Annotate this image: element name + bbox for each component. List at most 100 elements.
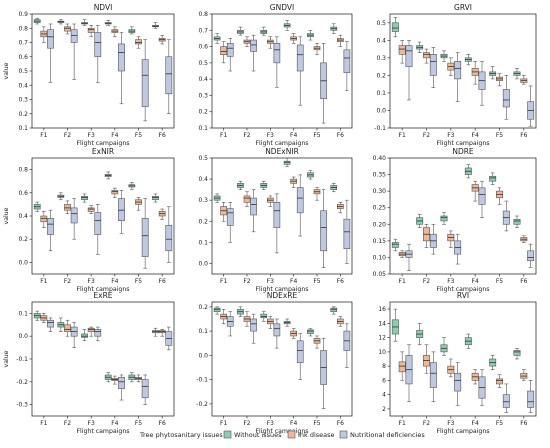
box-nutritional-f6 [343, 323, 351, 368]
box-without-f3 [260, 311, 268, 322]
x-axis-label: Flight campaigns [77, 286, 130, 293]
box-ink-f3 [87, 25, 95, 38]
box-iqr [165, 224, 173, 252]
box-nutritional-f5 [320, 338, 327, 410]
box-without-f4 [283, 318, 291, 327]
panel-frame [389, 13, 537, 129]
box-without-f3 [81, 329, 88, 342]
y-tick-label: 0.1 [198, 125, 208, 132]
box-without-f5 [489, 172, 497, 185]
panel-ndexnir: NDExNIR 0.0 0.1 0.2 0.3 0.4 0.5 F1 F2 F3 F4 F5 F6 Fli… [198, 147, 353, 293]
y-tick-label: 0.4 [376, 37, 386, 44]
x-tick-label: F4 [472, 278, 479, 285]
box-nutritional-f2 [70, 198, 78, 240]
panel-title: RVI [457, 291, 469, 300]
box-ink-f6 [158, 35, 166, 45]
box-iqr [429, 362, 437, 388]
x-tick-label: F6 [337, 278, 344, 285]
box-ink-f5 [496, 73, 503, 87]
box-iqr [502, 89, 510, 108]
box-iqr [165, 56, 173, 95]
box-nutritional-f5 [502, 200, 510, 232]
box-without-f4 [464, 164, 472, 179]
y-tick-label: 0.2 [18, 236, 28, 243]
box-nutritional-f5 [502, 383, 510, 413]
box-nutritional-f4 [478, 61, 486, 106]
legend-swatch [287, 430, 296, 439]
box-ink-f6 [158, 208, 166, 220]
x-tick-label: F2 [243, 132, 250, 139]
box-without-f5 [128, 26, 136, 35]
box-without-f2 [416, 323, 424, 346]
panel-frame [211, 301, 353, 417]
box-iqr [527, 250, 535, 262]
box-iqr [454, 61, 462, 80]
box-without-f2 [57, 19, 65, 25]
x-tick-label: F3 [447, 420, 454, 427]
box-ink-f3 [266, 316, 274, 329]
box-without-f5 [307, 328, 314, 337]
box-ink-f3 [447, 57, 455, 76]
x-tick-label: F2 [64, 278, 71, 285]
x-tick-label: F2 [423, 420, 430, 427]
box-iqr [81, 333, 88, 338]
box-ink-f1 [40, 211, 48, 228]
box-ink-f3 [266, 195, 274, 207]
y-tick-label: 0.8 [18, 167, 28, 174]
y-tick-label: 0.1 [198, 239, 208, 246]
box-iqr [141, 59, 149, 107]
box-nutritional-f5 [141, 374, 149, 405]
y-tick-label: 0.4 [18, 82, 28, 89]
box-iqr [220, 46, 227, 56]
box-nutritional-f3 [94, 204, 102, 255]
box-without-f1 [391, 17, 399, 38]
y-tick-label: -0.3 [16, 402, 28, 409]
box-without-f6 [513, 348, 521, 360]
box-nutritional-f1 [47, 209, 54, 252]
box-nutritional-f1 [226, 311, 234, 337]
box-without-f6 [152, 193, 159, 203]
box-without-f2 [237, 180, 244, 190]
box-nutritional-f3 [94, 25, 102, 83]
legend-item-nutritional: Nutritional deficiencies [339, 430, 425, 439]
box-without-f1 [391, 308, 399, 342]
x-tick-label: F6 [520, 132, 527, 139]
box-nutritional-f4 [296, 174, 304, 237]
y-axis-label: value [3, 207, 10, 224]
y-tick-label: 0.1 [376, 90, 386, 97]
box-ink-f4 [471, 61, 479, 85]
box-iqr [478, 187, 486, 205]
box-iqr [94, 212, 102, 235]
y-tick-label: 0.5 [18, 68, 28, 75]
y-tick-label: 0.05 [373, 271, 387, 278]
box-without-f2 [416, 41, 424, 53]
y-tick-label: 0.6 [198, 44, 208, 51]
box-ink-f5 [496, 374, 503, 388]
y-tick-label: 4 [382, 392, 386, 399]
box-iqr [502, 394, 510, 408]
box-ink-f2 [243, 311, 251, 327]
panel-frame [389, 301, 537, 417]
box-ink-f3 [87, 205, 95, 214]
box-without-f3 [260, 180, 268, 190]
box-ink-f5 [313, 335, 321, 349]
box-without-f1 [213, 33, 221, 44]
box-nutritional-f4 [118, 374, 125, 401]
y-tick-label: 0.5 [198, 155, 208, 162]
box-nutritional-f6 [165, 326, 173, 351]
box-nutritional-f4 [478, 180, 486, 218]
x-tick-label: F2 [423, 132, 430, 139]
box-ink-f2 [243, 191, 251, 207]
y-tick-label: 0.0 [376, 107, 386, 114]
y-tick-label: 0.7 [18, 40, 28, 47]
x-tick-label: F4 [290, 132, 297, 139]
x-tick-label: F5 [496, 132, 503, 139]
x-tick-label: F1 [220, 132, 227, 139]
y-tick-label: 0.3 [376, 55, 386, 62]
box-without-f2 [416, 214, 424, 228]
box-nutritional-f1 [405, 344, 413, 403]
box-without-f5 [489, 355, 497, 370]
box-nutritional-f6 [165, 39, 173, 115]
box-ink-f3 [447, 358, 455, 378]
